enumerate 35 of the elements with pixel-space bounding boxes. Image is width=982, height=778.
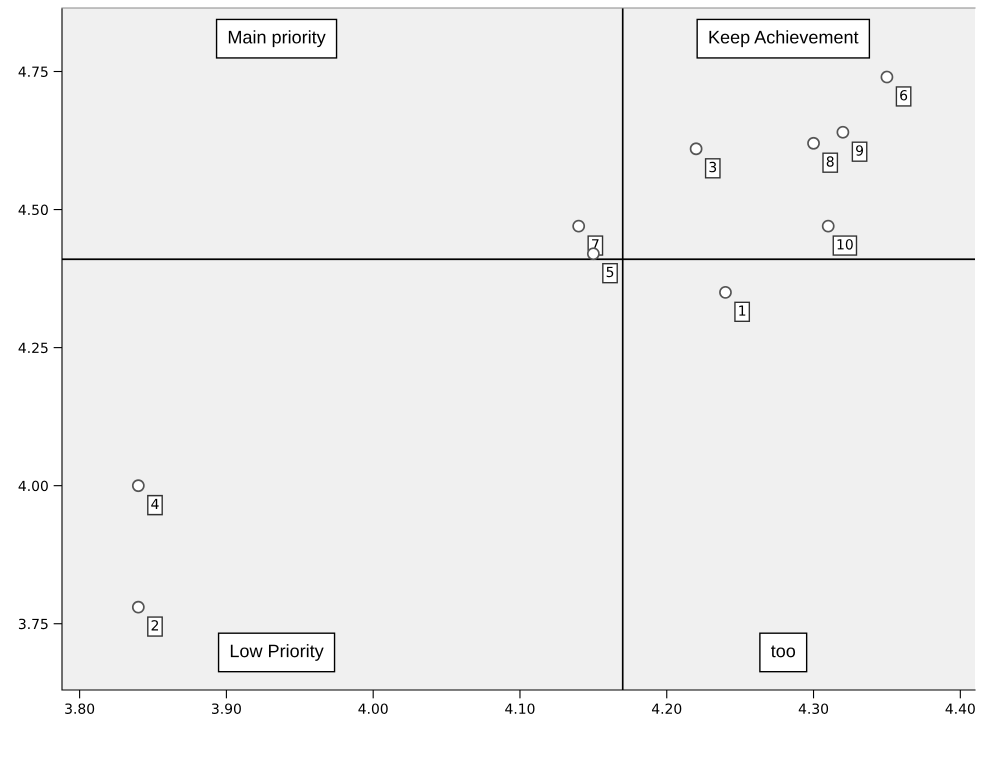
point bbox=[586, 247, 600, 260]
annotation: 2 bbox=[152, 620, 158, 630]
point bbox=[836, 126, 850, 139]
x-tick-label: 3.90 bbox=[212, 703, 241, 714]
annotation: Low Priority bbox=[230, 644, 324, 661]
point bbox=[690, 142, 702, 156]
annotation: 3 bbox=[709, 162, 716, 172]
x-tick-label: 4.40 bbox=[946, 703, 975, 714]
annotation: 8 bbox=[826, 156, 834, 167]
point bbox=[822, 220, 835, 233]
x-tick-label: 4.10 bbox=[505, 703, 535, 714]
annotation: 6 bbox=[900, 90, 908, 101]
y-tick-label: 4.00 bbox=[18, 480, 48, 492]
y-tick-label: 3.75 bbox=[18, 618, 48, 630]
annotation: Keep Achievement bbox=[709, 30, 858, 48]
x-tick-label: 3.80 bbox=[65, 703, 94, 714]
annotation: 1 bbox=[739, 306, 746, 316]
point bbox=[132, 479, 145, 492]
x-tick-label: 4.00 bbox=[358, 703, 388, 714]
point bbox=[572, 220, 586, 233]
point bbox=[132, 600, 145, 614]
y-tick-label: 4.50 bbox=[18, 204, 48, 216]
point bbox=[719, 286, 732, 299]
annotation: 10 bbox=[838, 239, 853, 250]
annotation: too bbox=[770, 645, 796, 658]
annotation: Main priority bbox=[228, 30, 326, 48]
annotation: 4 bbox=[151, 498, 159, 509]
x-tick-label: 4.30 bbox=[798, 703, 828, 714]
point bbox=[807, 136, 820, 150]
y-tick-label: 4.75 bbox=[18, 66, 48, 77]
y-tick-label: 4.25 bbox=[18, 342, 48, 354]
annotation: 9 bbox=[856, 145, 863, 156]
x-tick-label: 4.20 bbox=[652, 703, 682, 714]
point bbox=[880, 70, 894, 84]
annotation: 5 bbox=[606, 266, 614, 278]
